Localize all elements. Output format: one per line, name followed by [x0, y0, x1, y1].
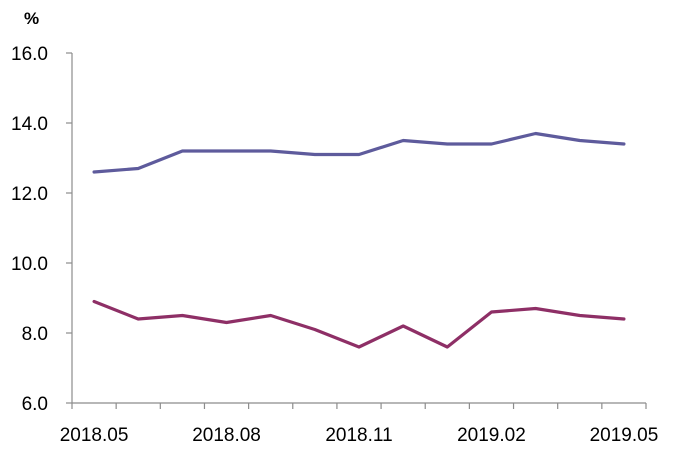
x-tick-label: 2019.05 — [590, 425, 659, 446]
x-tick-label: 2019.02 — [457, 425, 526, 446]
axes — [66, 52, 647, 409]
y-axis-unit-label: % — [24, 9, 39, 28]
y-tick-label: 10.0 — [11, 254, 48, 275]
y-tick-label: 12.0 — [11, 184, 48, 205]
series-line-1 — [92, 131, 626, 174]
x-tick-label: 2018.08 — [192, 425, 261, 446]
x-tick-label: 2018.11 — [325, 425, 392, 446]
y-tick-labels: 6.0 8.0 10.0 12.0 14.0 16.0 — [11, 44, 48, 415]
series-line-2 — [92, 299, 626, 349]
y-tick-label: 6.0 — [22, 394, 48, 415]
y-tick-label: 14.0 — [11, 114, 48, 135]
series-lines — [92, 131, 626, 349]
y-tick-label: 16.0 — [11, 44, 48, 65]
y-tick-label: 8.0 — [22, 324, 48, 345]
x-tick-label: 2018.05 — [60, 425, 129, 446]
x-tick-labels: 2018.05 2018.08 2018.11 2019.02 2019.05 — [60, 425, 659, 446]
